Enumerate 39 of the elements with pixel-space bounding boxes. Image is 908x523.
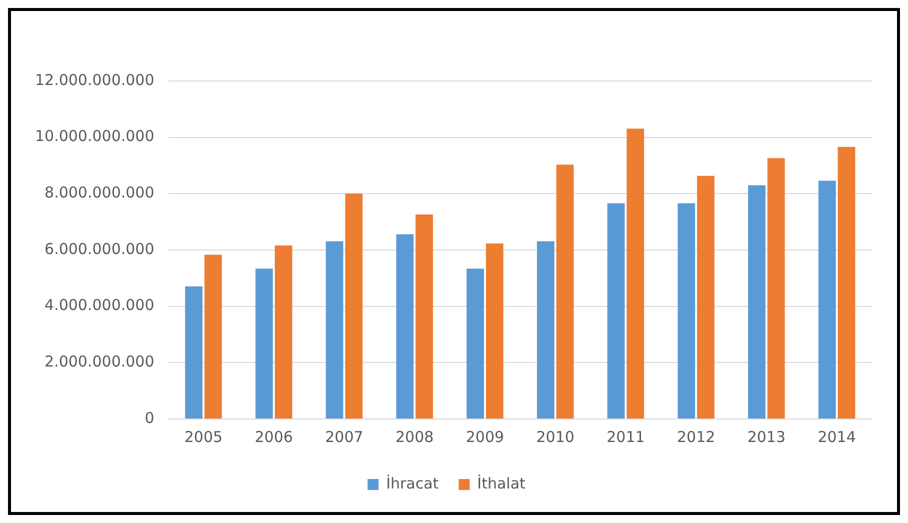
bar <box>326 241 344 418</box>
legend-label: İhracat <box>386 474 439 492</box>
bar <box>466 268 484 418</box>
y-tick-label: 6.000.000.000 <box>44 240 154 258</box>
bar <box>556 164 574 418</box>
x-tick-label: 2005 <box>184 428 223 446</box>
y-tick-label: 4.000.000.000 <box>44 296 154 314</box>
x-tick-label: 2007 <box>325 428 364 446</box>
bar <box>818 180 836 418</box>
bar <box>486 244 504 418</box>
y-tick-label: 8.000.000.000 <box>44 184 154 202</box>
bar <box>767 158 785 418</box>
bar <box>185 286 202 418</box>
bar <box>416 214 433 418</box>
legend-label: İthalat <box>477 474 526 492</box>
y-tick-label: 10.000.000.000 <box>34 127 154 146</box>
bar <box>678 203 696 418</box>
bar <box>274 245 292 418</box>
bar <box>838 146 856 418</box>
x-tick-label: 2009 <box>466 428 504 446</box>
x-tick-label: 2011 <box>606 428 645 446</box>
x-tick-label: 2014 <box>818 428 856 446</box>
y-tick-label: 0 <box>144 408 154 427</box>
x-tick-label: 2013 <box>747 428 786 446</box>
bar <box>396 234 414 418</box>
bar <box>607 203 625 418</box>
bar <box>255 268 273 418</box>
y-tick-label: 12.000.000.000 <box>34 70 154 89</box>
x-tick-label: 2012 <box>676 428 716 446</box>
bar <box>536 241 554 418</box>
bar <box>345 194 363 418</box>
bar <box>748 185 766 418</box>
y-tick-label: 2.000.000.000 <box>44 352 154 371</box>
bar <box>626 128 644 418</box>
x-tick-label: 2006 <box>254 428 293 446</box>
bar <box>204 254 222 418</box>
x-tick-label: 2010 <box>536 428 574 446</box>
x-tick-label: 2008 <box>395 428 434 446</box>
bar <box>697 176 714 418</box>
